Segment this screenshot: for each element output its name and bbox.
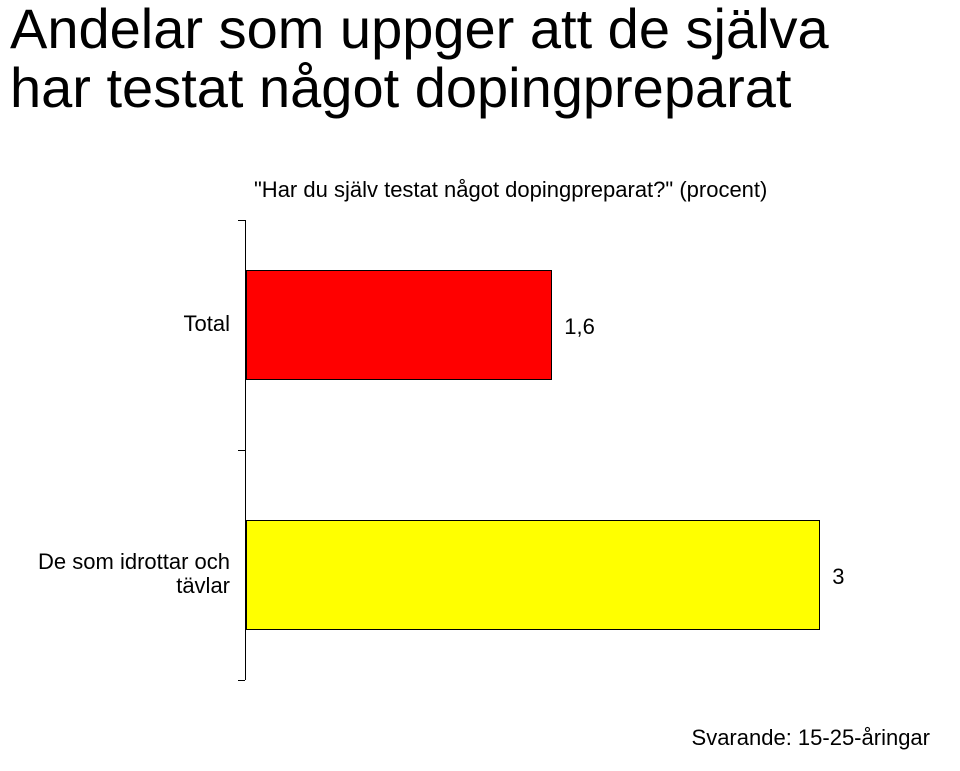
bar-chart: Total 1,6 De som idrottar och tävlar 3: [20, 220, 940, 700]
page-title: Andelar som uppger att de själva har tes…: [10, 0, 950, 118]
category-label-competitors: De som idrottar och tävlar: [20, 550, 230, 598]
bar-competitors: [246, 520, 820, 630]
axis-tick: [238, 680, 245, 681]
bar-total: [246, 270, 552, 380]
title-line-2: har testat något dopingpreparat: [10, 56, 791, 119]
category-label-line2: tävlar: [176, 573, 230, 598]
category-label-total: Total: [20, 312, 230, 336]
axis-tick: [238, 450, 245, 451]
axis-tick: [238, 220, 245, 221]
category-label-line1: De som idrottar och: [38, 549, 230, 574]
page: Andelar som uppger att de själva har tes…: [0, 0, 960, 771]
chart-subtitle: "Har du själv testat något dopingprepara…: [254, 177, 767, 203]
value-label-total: 1,6: [564, 314, 595, 340]
title-line-1: Andelar som uppger att de själva: [10, 0, 829, 60]
value-label-competitors: 3: [832, 564, 844, 590]
footer-note: Svarande: 15-25-åringar: [692, 725, 930, 751]
